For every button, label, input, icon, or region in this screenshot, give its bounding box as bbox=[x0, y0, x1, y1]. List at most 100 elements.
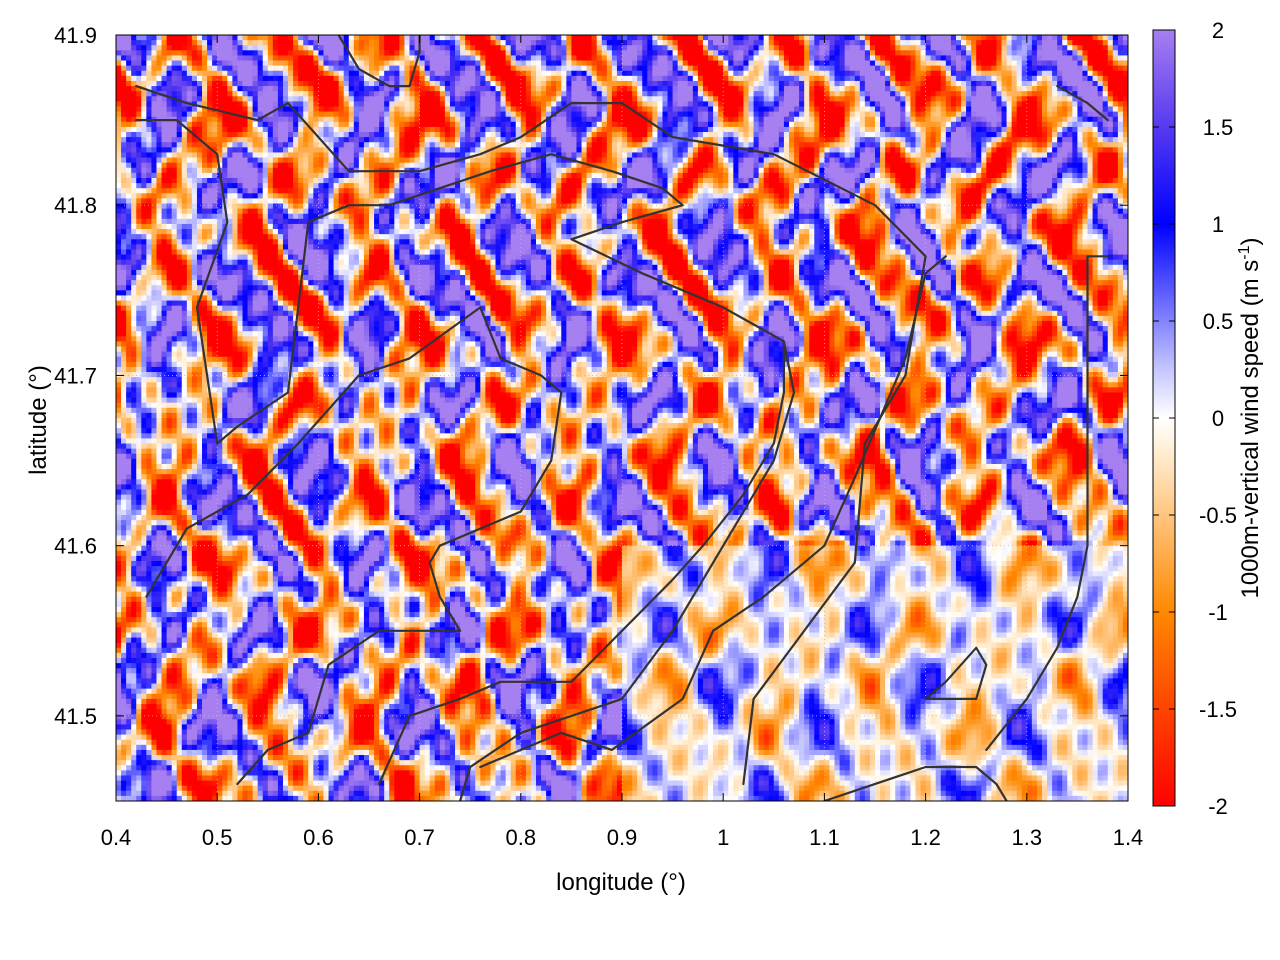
heatmap-cell bbox=[687, 152, 694, 158]
heatmap-cell bbox=[662, 116, 668, 123]
heatmap-cell bbox=[470, 101, 476, 107]
heatmap-cell bbox=[460, 86, 466, 92]
heatmap-cell bbox=[778, 157, 785, 164]
heatmap-cell bbox=[1092, 86, 1099, 92]
heatmap-cell bbox=[799, 126, 805, 133]
heatmap-cell bbox=[121, 75, 127, 82]
heatmap-cell bbox=[1031, 111, 1038, 118]
heatmap-cell bbox=[556, 132, 562, 138]
heatmap-cell bbox=[181, 126, 188, 133]
heatmap-cell bbox=[181, 40, 188, 46]
heatmap-cell bbox=[293, 65, 299, 72]
heatmap-cell bbox=[439, 121, 446, 128]
heatmap-cell bbox=[961, 45, 967, 51]
heatmap-cell bbox=[434, 86, 441, 92]
heatmap-cell bbox=[338, 70, 345, 77]
heatmap-cell bbox=[343, 75, 350, 82]
heatmap-cell bbox=[768, 121, 775, 128]
heatmap-cell bbox=[981, 142, 987, 148]
heatmap-cell bbox=[950, 152, 957, 158]
heatmap-cell bbox=[439, 45, 446, 51]
heatmap-cell bbox=[591, 91, 598, 97]
heatmap-cell bbox=[875, 142, 881, 148]
heatmap-cell bbox=[277, 60, 284, 67]
heatmap-cell bbox=[920, 80, 926, 87]
heatmap-cell bbox=[298, 75, 304, 82]
heatmap-cell bbox=[202, 106, 208, 112]
heatmap-cell bbox=[308, 60, 314, 67]
heatmap-cell bbox=[758, 116, 765, 123]
heatmap-cell bbox=[353, 40, 360, 46]
heatmap-cell bbox=[961, 101, 967, 107]
heatmap-cell bbox=[824, 80, 830, 87]
heatmap-cell bbox=[348, 132, 355, 138]
heatmap-cell bbox=[252, 45, 259, 51]
heatmap-cell bbox=[257, 91, 264, 97]
heatmap-cell bbox=[773, 121, 780, 128]
heatmap-cell bbox=[237, 80, 243, 87]
heatmap-cell bbox=[875, 106, 881, 112]
heatmap-cell bbox=[338, 121, 345, 128]
heatmap-cell bbox=[116, 91, 122, 97]
heatmap-cell bbox=[1097, 96, 1104, 102]
heatmap-cell bbox=[186, 35, 193, 41]
heatmap-cell bbox=[1036, 91, 1043, 97]
heatmap-cell bbox=[131, 106, 137, 112]
heatmap-cell bbox=[176, 142, 183, 148]
heatmap-cell bbox=[252, 65, 259, 72]
heatmap-cell bbox=[900, 152, 906, 158]
heatmap-cell bbox=[303, 65, 309, 72]
heatmap-cell bbox=[288, 50, 294, 56]
heatmap-cell bbox=[434, 96, 441, 102]
heatmap-cell bbox=[819, 106, 825, 112]
heatmap-cell bbox=[829, 126, 835, 133]
heatmap-cell bbox=[1026, 70, 1033, 77]
heatmap-cell bbox=[566, 55, 572, 61]
heatmap-cell bbox=[1016, 91, 1023, 97]
heatmap-cell bbox=[824, 152, 830, 158]
heatmap-cell bbox=[465, 40, 471, 46]
heatmap-cell bbox=[232, 96, 238, 102]
heatmap-cell bbox=[925, 106, 932, 112]
heatmap-cell bbox=[1082, 45, 1088, 51]
heatmap-cell bbox=[515, 91, 522, 97]
heatmap-cell bbox=[844, 96, 851, 102]
heatmap-cell bbox=[895, 80, 901, 87]
heatmap-cell bbox=[394, 132, 400, 138]
heatmap-cell bbox=[1087, 147, 1093, 153]
heatmap-cell bbox=[616, 111, 623, 118]
heatmap-cell bbox=[1031, 75, 1038, 82]
heatmap-cell bbox=[571, 70, 577, 77]
heatmap-cell bbox=[718, 65, 724, 72]
heatmap-cell bbox=[480, 96, 486, 102]
heatmap-cell bbox=[490, 70, 496, 77]
heatmap-cell bbox=[439, 70, 446, 77]
heatmap-cell bbox=[409, 91, 415, 97]
heatmap-cell bbox=[1031, 60, 1038, 67]
heatmap-cell bbox=[207, 55, 213, 61]
heatmap-cell bbox=[338, 157, 345, 164]
heatmap-cell bbox=[272, 147, 279, 153]
heatmap-cell bbox=[455, 80, 461, 87]
heatmap-cell bbox=[449, 80, 456, 87]
heatmap-cell bbox=[475, 121, 481, 128]
heatmap-cell bbox=[460, 116, 466, 123]
heatmap-cell bbox=[1001, 96, 1007, 102]
heatmap-cell bbox=[505, 137, 512, 143]
heatmap-cell bbox=[1117, 121, 1124, 128]
heatmap-cell bbox=[333, 142, 340, 148]
heatmap-cell bbox=[328, 86, 334, 92]
heatmap-cell bbox=[981, 70, 987, 77]
heatmap-cell bbox=[1057, 101, 1063, 107]
heatmap-cell bbox=[930, 116, 937, 123]
heatmap-cell bbox=[136, 65, 142, 72]
heatmap-cell bbox=[566, 132, 572, 138]
heatmap-cell bbox=[854, 55, 861, 61]
heatmap-cell bbox=[571, 142, 577, 148]
heatmap-cell bbox=[374, 142, 380, 148]
heatmap-cell bbox=[738, 126, 744, 133]
heatmap-cell bbox=[399, 106, 405, 112]
heatmap-cell bbox=[794, 60, 800, 67]
heatmap-cell bbox=[682, 45, 689, 51]
heatmap-cell bbox=[262, 142, 269, 148]
